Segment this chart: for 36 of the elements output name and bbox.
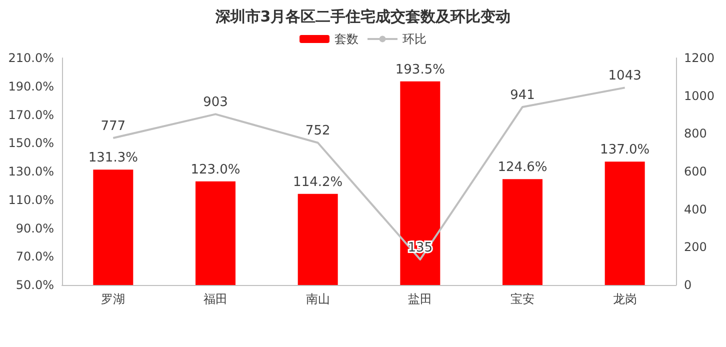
data-label: 114.2% [293,174,343,190]
x-tick-label: 宝安 [510,292,534,306]
x-tick-label: 龙岗 [612,292,637,306]
y-tick-label: 110.0% [8,192,54,207]
y2-tick-label: 200 [684,240,707,254]
data-label: 137.0% [600,142,650,158]
x-tick-label: 罗湖 [101,292,126,306]
y-tick-label: 90.0% [16,221,54,236]
x-tick-label: 盐田 [408,292,432,306]
data-label: 123.0% [190,162,240,178]
x-tick-label: 南山 [306,292,330,306]
y-tick-label: 70.0% [16,250,54,264]
y-tick-label: 210.0% [8,51,54,65]
y2-tick-label: 800 [684,126,707,141]
data-label: 752 [305,124,330,139]
data-label: 1043 [608,68,642,84]
data-label: 124.6% [498,160,548,176]
y-tick-label: 130.0% [8,164,54,178]
y2-tick-label: 400 [684,202,707,216]
y-tick-label: 50.0% [16,278,54,292]
y-tick-label: 190.0% [8,79,54,94]
data-label: 903 [203,95,228,110]
data-label: 777 [100,119,126,134]
x-tick-label: 福田 [204,292,228,306]
data-label: 193.5% [395,62,445,78]
legend-label: 环比 [402,32,426,46]
y2-tick-label: 1200 [684,51,715,65]
y2-tick-label: 600 [684,164,707,178]
y2-tick-label: 1000 [684,88,715,103]
data-label: 131.3% [88,150,138,166]
y-tick-label: 150.0% [8,136,54,150]
data-label: 941 [510,88,535,103]
chart-title: 深圳市3月各区二手住宅成交套数及环比变动 [214,8,511,26]
y-tick-label: 170.0% [8,108,54,122]
y2-tick-label: 0 [684,278,692,292]
legend-label: 套数 [334,32,358,46]
